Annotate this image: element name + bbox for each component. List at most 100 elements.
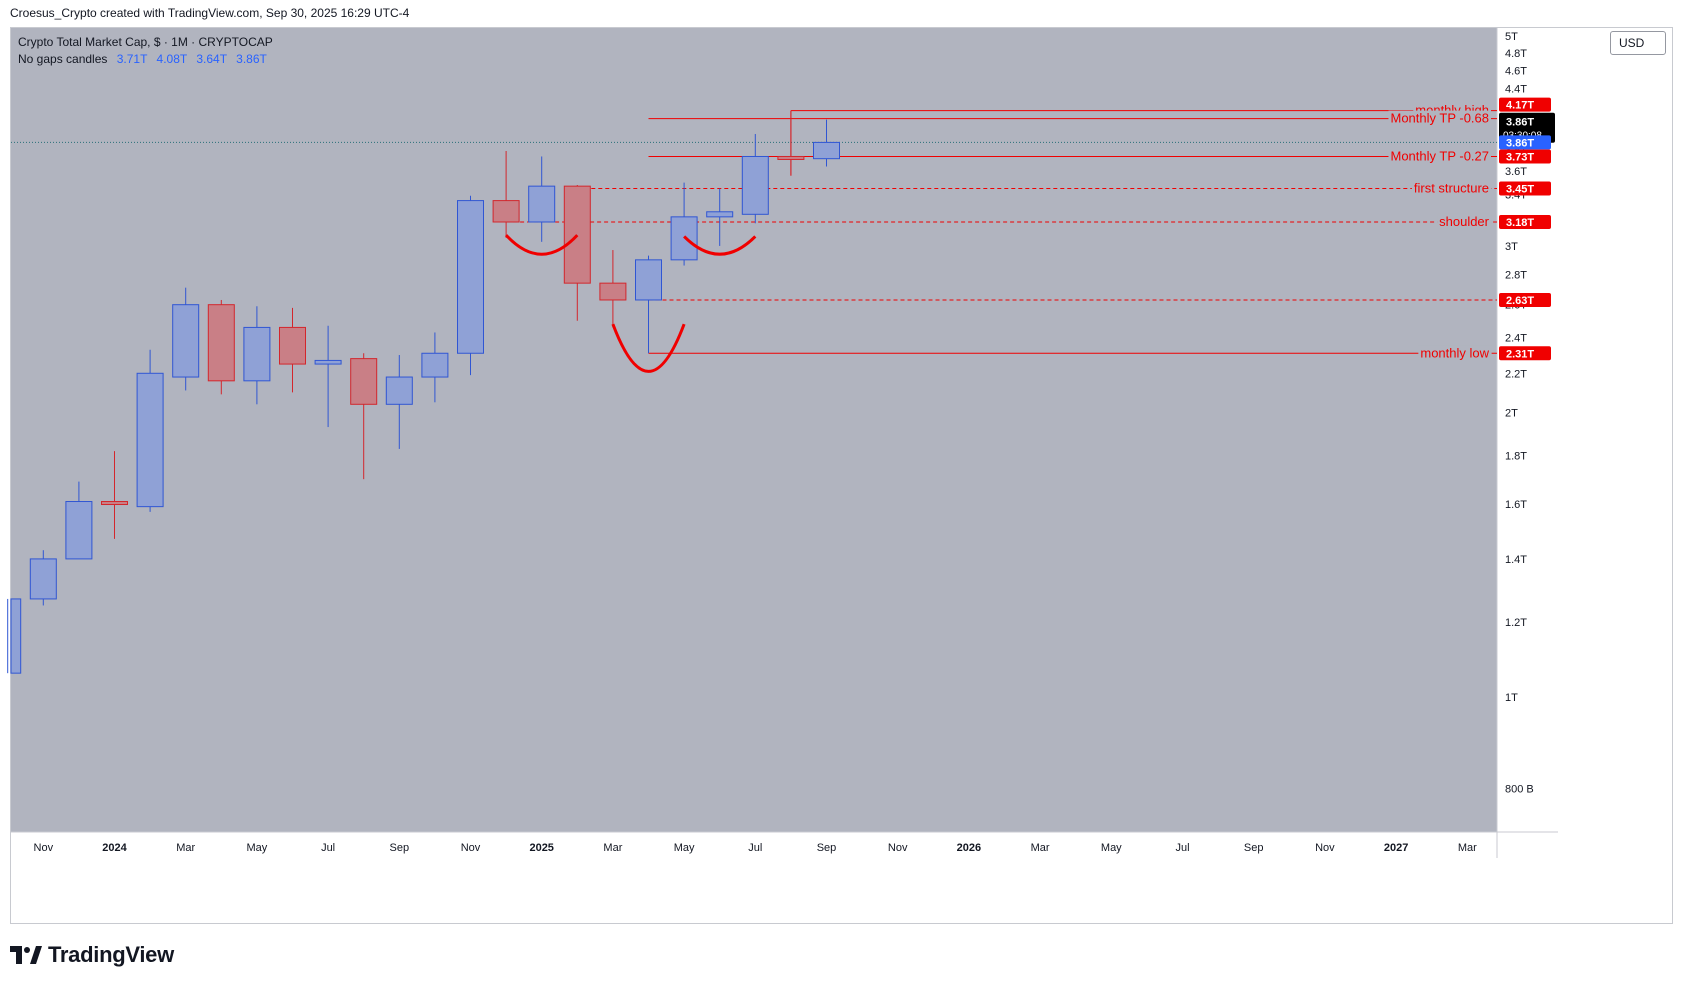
- level-label-bg: [1388, 148, 1491, 164]
- candle-body: [314, 359, 342, 365]
- x-tick-label: Sep: [390, 842, 410, 854]
- x-tick-label: Sep: [817, 842, 837, 854]
- level-price-tag: 2.31T: [1506, 348, 1534, 360]
- x-tick-label: Jul: [748, 842, 762, 854]
- x-tick-label: Sep: [1244, 842, 1264, 854]
- chart-attribution: Croesus_Crypto created with TradingView.…: [10, 6, 410, 20]
- ohlc-low: 3.64T: [196, 52, 227, 66]
- candle-type-legend: No gaps candles 3.71T 4.08T 3.64T 3.86T: [18, 52, 267, 66]
- level-label-bg: [1418, 345, 1492, 361]
- x-tick-label: Mar: [1458, 842, 1477, 854]
- level-price-tag: 4.17T: [1506, 100, 1534, 112]
- level-label-bg: [1388, 110, 1491, 126]
- candle-body: [777, 155, 805, 160]
- price-axis: [1497, 28, 1558, 858]
- x-tick-label: Jul: [1175, 842, 1189, 854]
- level-label: shoulder: [1439, 214, 1490, 229]
- currency-button[interactable]: USD: [1610, 31, 1666, 55]
- candle-body: [813, 141, 840, 160]
- candle-body: [29, 558, 57, 600]
- candle-body: [635, 259, 662, 301]
- y-tick-label: 2T: [1505, 407, 1518, 419]
- y-tick-label: 1T: [1505, 692, 1518, 704]
- candle-body: [172, 304, 200, 378]
- level-price-tag-bg: [1499, 149, 1551, 164]
- level-price-tag: 2.63T: [1506, 295, 1534, 307]
- level-price-tag: 3.18T: [1506, 217, 1534, 229]
- candle-body: [492, 200, 520, 223]
- y-tick-label: 2.8T: [1505, 269, 1527, 281]
- last-price-tag: 3.86T: [1506, 137, 1534, 149]
- level-price-tag-bg: [1499, 97, 1551, 112]
- level-price-tag-bg: [1499, 346, 1551, 361]
- x-tick-label: May: [674, 842, 695, 854]
- candle-body: [243, 326, 271, 382]
- x-tick-label: May: [247, 842, 268, 854]
- candle-body: [136, 372, 164, 508]
- y-tick-label: 4.8T: [1505, 48, 1527, 60]
- y-tick-label: 2.2T: [1505, 368, 1527, 380]
- tradingview-logo-icon: [10, 946, 42, 964]
- level-label: Monthly TP -0.27: [1390, 148, 1489, 163]
- candle-body: [457, 200, 484, 354]
- level-price-tag-bg: [1499, 214, 1551, 229]
- tradingview-logo: TradingView: [10, 942, 174, 968]
- candle-body: [599, 282, 627, 301]
- candle-body: [10, 598, 22, 674]
- head-arc: [611, 323, 686, 373]
- level-label: first structure: [1414, 181, 1489, 196]
- ohlc-high: 4.08T: [156, 52, 188, 66]
- level-label: monthly low: [1420, 345, 1489, 360]
- candle-body: [207, 304, 235, 382]
- level-price-tag-bg: [1499, 181, 1551, 196]
- x-tick-label: May: [1101, 842, 1122, 854]
- x-tick-label: Nov: [34, 842, 54, 854]
- time-axis: [11, 832, 1497, 858]
- tradingview-brand: TradingView: [48, 942, 174, 967]
- ohlc-close: 3.86T: [236, 52, 267, 66]
- candle-body: [65, 501, 93, 560]
- candle-body: [741, 155, 769, 215]
- candle-type-label: No gaps candles: [18, 52, 108, 66]
- candle-body: [350, 358, 378, 405]
- right-shoulder-arc: [683, 235, 757, 256]
- ohlc-open: 3.71T: [116, 52, 148, 66]
- x-tick-label: Nov: [1315, 842, 1335, 854]
- x-tick-label: Nov: [888, 842, 908, 854]
- y-tick-label: 1.4T: [1505, 554, 1527, 566]
- symbol-legend: Crypto Total Market Cap, $ · 1M · CRYPTO…: [18, 35, 273, 49]
- current-price-tag: 3.86T: [1506, 117, 1534, 129]
- candle-body: [101, 501, 128, 506]
- last-price-tag-bg: [1499, 135, 1551, 150]
- x-tick-label: Mar: [176, 842, 195, 854]
- candle-body: [421, 352, 449, 378]
- level-label-bg: [1437, 213, 1492, 229]
- plot-area: [11, 28, 1497, 832]
- candle-body: [706, 211, 734, 218]
- y-tick-label: 3.6T: [1505, 166, 1527, 178]
- y-tick-label: 5T: [1505, 31, 1518, 43]
- candle-body: [385, 376, 413, 405]
- x-tick-label: Nov: [461, 842, 481, 854]
- level-label: Monthly TP -0.68: [1390, 111, 1489, 126]
- level-price-tag: 3.45T: [1506, 184, 1534, 196]
- candle-body: [563, 185, 591, 284]
- x-tick-label: Mar: [1031, 842, 1050, 854]
- y-tick-label: 4.4T: [1505, 84, 1527, 96]
- x-tick-label: 2024: [102, 842, 127, 854]
- current-price-tag-bg: [1499, 112, 1555, 143]
- x-tick-label: 2026: [957, 842, 981, 854]
- y-tick-label: 800 B: [1505, 784, 1534, 796]
- y-tick-label: 1.2T: [1505, 617, 1527, 629]
- level-price-tag: 3.73T: [1506, 151, 1534, 163]
- level-label-bg: [1411, 180, 1491, 196]
- candle-body: [528, 185, 556, 223]
- y-tick-label: 4.6T: [1505, 65, 1527, 77]
- y-tick-label: 1.6T: [1505, 499, 1527, 511]
- level-price-tag-bg: [1499, 292, 1551, 307]
- left-shoulder-arc: [505, 234, 579, 256]
- y-tick-label: 2.4T: [1505, 333, 1527, 345]
- candle-body: [279, 326, 306, 365]
- x-tick-label: Mar: [603, 842, 622, 854]
